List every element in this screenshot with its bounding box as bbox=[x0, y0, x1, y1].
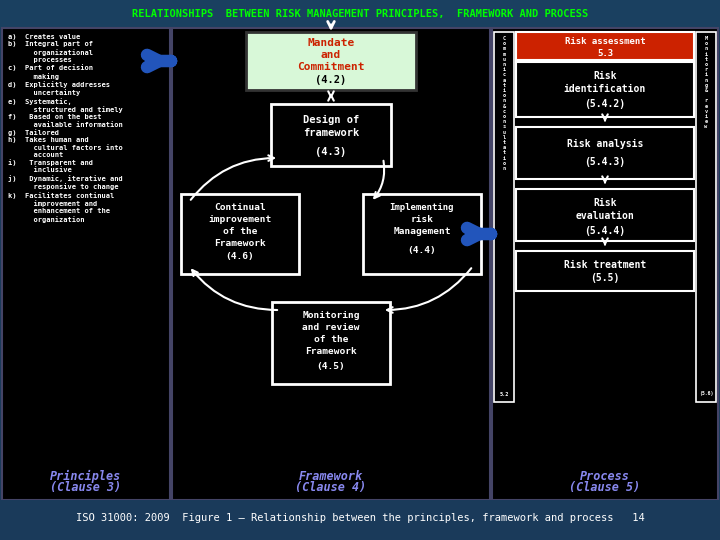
Text: and: and bbox=[321, 50, 341, 60]
Text: Principles: Principles bbox=[50, 469, 122, 483]
Text: Monitoring: Monitoring bbox=[302, 310, 360, 320]
Text: identification: identification bbox=[564, 84, 646, 94]
Text: (Clause 5): (Clause 5) bbox=[570, 482, 641, 495]
FancyBboxPatch shape bbox=[516, 62, 694, 117]
Text: (5.6): (5.6) bbox=[699, 392, 714, 396]
Text: (4.2): (4.2) bbox=[315, 75, 346, 85]
Text: 5.3: 5.3 bbox=[597, 49, 613, 57]
FancyBboxPatch shape bbox=[516, 127, 694, 179]
Text: Framework: Framework bbox=[299, 469, 363, 483]
FancyBboxPatch shape bbox=[2, 28, 170, 500]
Text: risk: risk bbox=[410, 214, 433, 224]
Text: Risk: Risk bbox=[593, 198, 617, 208]
Text: RELATIONSHIPS  BETWEEN RISK MANAGEMENT PRINCIPLES,  FRAMEWORK AND PROCESS: RELATIONSHIPS BETWEEN RISK MANAGEMENT PR… bbox=[132, 9, 588, 19]
Text: (5.4.2): (5.4.2) bbox=[585, 99, 626, 109]
Text: Risk assessment: Risk assessment bbox=[564, 37, 645, 46]
Text: Framework: Framework bbox=[214, 239, 266, 247]
Text: Management: Management bbox=[393, 226, 451, 235]
FancyBboxPatch shape bbox=[363, 194, 481, 274]
Text: (5.5): (5.5) bbox=[590, 273, 620, 283]
Text: ISO 31000: 2009  Figure 1 – Relationship between the principles, framework and p: ISO 31000: 2009 Figure 1 – Relationship … bbox=[76, 513, 644, 523]
Text: Process: Process bbox=[580, 469, 630, 483]
Text: Risk treatment: Risk treatment bbox=[564, 260, 646, 270]
Text: evaluation: evaluation bbox=[575, 211, 634, 221]
FancyBboxPatch shape bbox=[272, 302, 390, 384]
FancyBboxPatch shape bbox=[246, 32, 416, 90]
FancyBboxPatch shape bbox=[516, 32, 694, 60]
Text: Continual: Continual bbox=[214, 202, 266, 212]
Text: M
o
n
i
t
o
r
i
n
g
&

r
e
v
i
e
w: M o n i t o r i n g & r e v i e w bbox=[704, 36, 708, 130]
Text: framework: framework bbox=[303, 128, 359, 138]
Text: Risk: Risk bbox=[593, 71, 617, 81]
Text: (4.6): (4.6) bbox=[225, 253, 254, 261]
Text: of the: of the bbox=[314, 334, 348, 343]
Text: (5.4.3): (5.4.3) bbox=[585, 157, 626, 167]
FancyBboxPatch shape bbox=[271, 104, 391, 166]
Text: and review: and review bbox=[302, 322, 360, 332]
FancyBboxPatch shape bbox=[516, 189, 694, 241]
FancyBboxPatch shape bbox=[494, 32, 514, 402]
FancyBboxPatch shape bbox=[696, 32, 716, 402]
Text: 5.2: 5.2 bbox=[499, 392, 509, 396]
FancyBboxPatch shape bbox=[516, 251, 694, 291]
Text: (4.4): (4.4) bbox=[408, 246, 436, 254]
Text: Design of: Design of bbox=[303, 115, 359, 125]
Text: Risk analysis: Risk analysis bbox=[567, 139, 643, 149]
Text: (Clause 3): (Clause 3) bbox=[50, 482, 122, 495]
Text: Mandate: Mandate bbox=[307, 38, 355, 48]
Text: (4.3): (4.3) bbox=[315, 147, 346, 157]
Text: (Clause 4): (Clause 4) bbox=[295, 482, 366, 495]
Text: Commitment: Commitment bbox=[297, 62, 365, 72]
Text: improvement: improvement bbox=[208, 214, 271, 224]
FancyBboxPatch shape bbox=[181, 194, 299, 274]
FancyBboxPatch shape bbox=[492, 28, 718, 500]
Text: C
o
m
m
u
n
i
c
a
t
i
o
n
&
c
o
n
s
u
l
t
a
t
i
o
n: C o m m u n i c a t i o n & c o n s u l … bbox=[503, 36, 505, 171]
FancyBboxPatch shape bbox=[0, 500, 720, 540]
Text: of the: of the bbox=[222, 226, 257, 235]
FancyBboxPatch shape bbox=[172, 28, 490, 500]
Text: (4.5): (4.5) bbox=[317, 362, 346, 372]
FancyBboxPatch shape bbox=[0, 0, 720, 28]
Text: Implementing: Implementing bbox=[390, 202, 454, 212]
Text: (5.4.4): (5.4.4) bbox=[585, 226, 626, 236]
Text: Framework: Framework bbox=[305, 347, 357, 355]
Text: a)  Creates value
b)  Integral part of
      organizational
      processes
c)  : a) Creates value b) Integral part of org… bbox=[8, 34, 122, 222]
